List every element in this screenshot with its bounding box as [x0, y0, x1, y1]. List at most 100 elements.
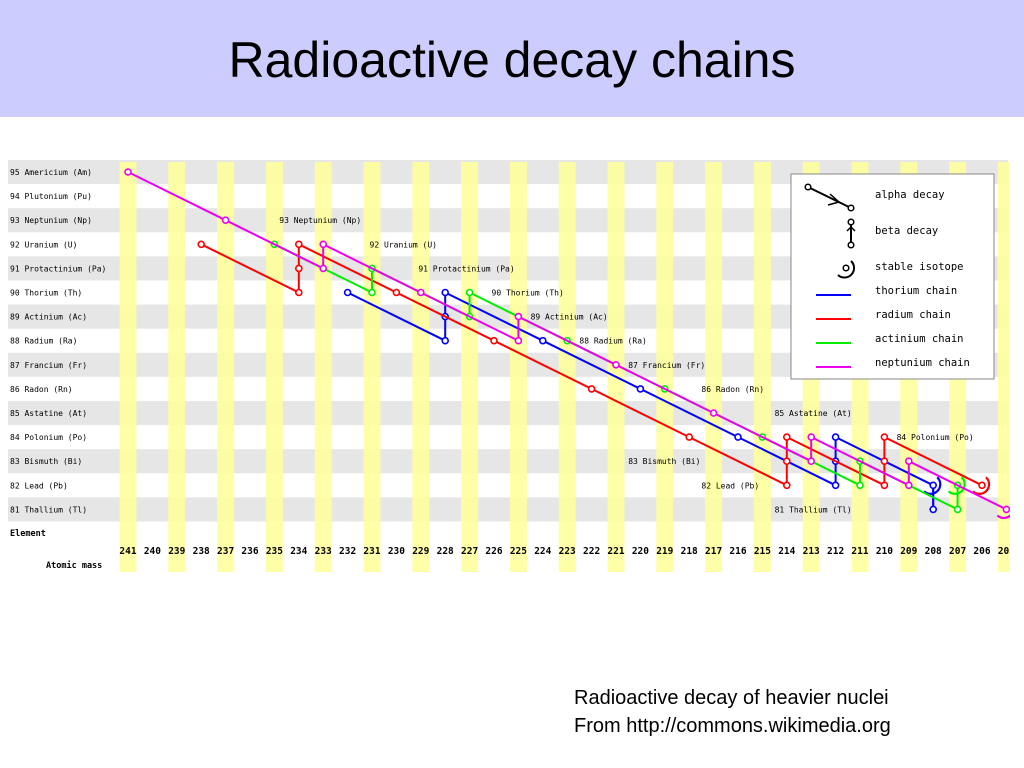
neptunium-stable-isotope-icon: [996, 501, 1010, 520]
radium-nuclide-node: [587, 385, 596, 393]
radium-nuclide-node: [880, 481, 889, 490]
element-row-label: 81 Thallium (Tl): [10, 505, 87, 514]
mass-label: 241: [119, 546, 136, 557]
thorium-stable-isotope-icon: [923, 476, 942, 495]
neptunium-nuclide-node: [319, 264, 328, 273]
stable-isotope-icon: [837, 260, 856, 279]
radium-nuclide-node: [880, 433, 889, 441]
radium-decay-link: [591, 388, 690, 438]
element-row-label: 87 Francium (Fr): [10, 361, 87, 370]
legend-thorium-label: thorium chain: [875, 285, 957, 297]
legend-stable-label: stable isotope: [875, 261, 964, 273]
grid-mass-column: [705, 162, 723, 572]
element-row-label: 82 Lead (Pb): [10, 481, 68, 490]
mass-label: 225: [510, 546, 527, 557]
thorium-decay-link: [444, 291, 544, 342]
mass-label: 205: [998, 546, 1010, 557]
legend-actinium-label: actinium chain: [875, 333, 964, 345]
caption-line-1: Radioactive decay of heavier nuclei: [574, 687, 889, 709]
mass-label: 239: [168, 546, 185, 557]
decay-chains: [124, 168, 1010, 520]
neptunium-nuclide-node: [904, 481, 913, 490]
mass-label: 212: [827, 546, 844, 557]
neptunium-nuclide-node: [514, 336, 523, 345]
mass-label: 214: [778, 546, 795, 557]
legend: alpha decay beta decay stable isotope th…: [790, 173, 995, 380]
mass-label: 218: [681, 546, 698, 557]
grid-mass-column: [997, 162, 1010, 572]
mass-label: 238: [193, 546, 210, 557]
mass-label: 207: [949, 546, 966, 557]
neptunium-decay-link: [615, 363, 715, 414]
mass-label: 235: [266, 546, 283, 557]
element-row-label: 90 Thorium (Th): [10, 289, 82, 298]
neptunium-decay-link: [810, 436, 910, 487]
radium-decay-link: [786, 436, 885, 487]
neptunium-nuclide-node: [416, 288, 425, 297]
grid-mass-column: [656, 162, 674, 572]
radium-nuclide-node: [782, 457, 791, 466]
inline-element-label: 93 Neptunium (Np): [279, 216, 361, 225]
element-row-label: 91 Protactinium (Pa): [10, 264, 106, 273]
mass-label: 219: [656, 546, 673, 557]
element-row-label: 92 Uranium (U): [10, 240, 77, 249]
inline-element-label: 90 Thorium (Th): [492, 289, 564, 298]
mass-label: 208: [925, 546, 942, 557]
inline-element-label: 86 Radon (Rn): [701, 385, 764, 394]
radium-decay-link: [688, 436, 788, 487]
thorium-nuclide-node: [929, 505, 938, 514]
mass-label: 211: [851, 546, 868, 557]
inline-element-label: 81 Thallium (Tl): [775, 505, 852, 514]
radium-nuclide-node: [490, 336, 498, 345]
radium-decay-link: [395, 291, 495, 342]
radium-nuclide-node: [880, 457, 889, 466]
grid-mass-column: [509, 162, 527, 572]
inline-element-label: 84 Polonium (Po): [897, 433, 974, 442]
mass-label: 227: [461, 546, 478, 557]
neptunium-nuclide-node: [1002, 505, 1010, 514]
grid-mass-column: [217, 162, 235, 572]
mass-label: 240: [144, 546, 161, 557]
grid-mass-column: [314, 162, 332, 572]
element-row-label: 93 Neptunium (Np): [10, 216, 92, 225]
axis-corner: Element Atomic mass: [8, 526, 112, 572]
actinium-nuclide-node: [953, 505, 962, 514]
mass-labels: 241 240 239 238 237 236 235 234 233 232 231 230 229 2…: [119, 546, 1010, 557]
inline-element-labels: 93 Neptunium (Np) 92 Uranium (U) 91 Protac…: [279, 216, 973, 514]
mass-label: 220: [632, 546, 649, 557]
inline-element-label: 89 Actinium (Ac): [531, 313, 608, 322]
neptunium-nuclide-node: [221, 216, 230, 225]
mass-label: 234: [290, 546, 307, 557]
radium-nuclide-node: [392, 288, 401, 297]
neptunium-decay-link: [420, 291, 519, 342]
radium-decay-link: [200, 243, 300, 294]
legend-beta-label: beta decay: [875, 225, 938, 237]
corner-mass-label: Atomic mass: [46, 560, 102, 571]
actinium-nuclide-node: [856, 481, 864, 490]
radium-stable-isotope-icon: [972, 476, 991, 495]
radium-decay-link: [298, 243, 397, 294]
mass-label: 210: [876, 546, 893, 557]
legend-radium-label: radium chain: [875, 309, 951, 321]
beta-decay-icon: [846, 218, 856, 249]
actinium-nuclide-node: [465, 288, 474, 297]
element-labels: 95 Americium (Am) 94 Plutonium (Pu) 93 Nep…: [10, 168, 106, 514]
thorium-decay-link: [347, 291, 446, 342]
element-row-label: 88 Radium (Ra): [10, 337, 77, 346]
element-row-label: 85 Astatine (At): [10, 409, 87, 418]
radium-nuclide-node: [197, 240, 205, 249]
neptunium-nuclide-node: [709, 409, 718, 417]
grid-mass-column: [461, 162, 479, 572]
neptunium-decay-link: [517, 315, 617, 366]
element-row-label: 86 Radon (Rn): [10, 385, 73, 394]
thorium-nuclide-node: [636, 385, 645, 393]
neptunium-nuclide-node: [904, 457, 913, 466]
mass-label: 215: [754, 546, 771, 557]
inline-element-label: 82 Lead (Pb): [701, 481, 759, 490]
thorium-nuclide-node: [441, 336, 450, 345]
legend-box: [790, 173, 995, 380]
thorium-nuclide-node: [343, 288, 352, 297]
neptunium-nuclide-node: [807, 457, 816, 466]
thorium-nuclide-node: [538, 336, 547, 345]
radium-decay-link: [883, 436, 983, 487]
